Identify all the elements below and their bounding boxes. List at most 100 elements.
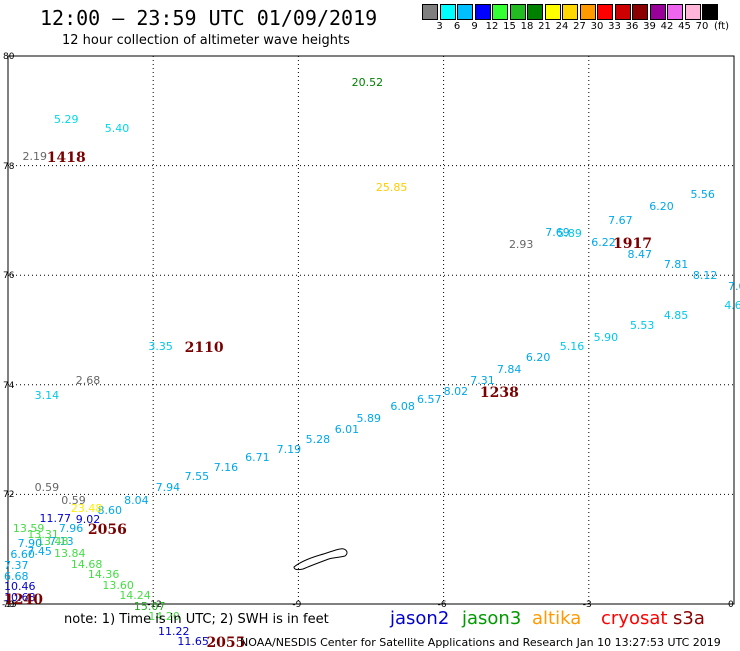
wave-height-value: 5.56	[690, 187, 715, 201]
wave-height-value: 5.28	[305, 433, 331, 447]
satellite-legend-s3a: s3a	[673, 608, 705, 629]
wave-height-value: 5.89	[356, 412, 381, 426]
y-tick-label: 76	[3, 271, 15, 282]
colorbar-unit: (ft)	[714, 21, 730, 32]
pass-time-label: 2055	[206, 634, 246, 651]
wave-height-value: 8.12	[692, 268, 718, 282]
wave-height-value: 6.20	[649, 200, 674, 214]
wave-height-value: 11.65	[177, 634, 209, 648]
wave-height-value: 7.67	[608, 213, 633, 227]
wave-height-value: 10.68	[4, 590, 36, 604]
wave-height-value: 7.37	[4, 559, 29, 573]
jan-mayen-coastline	[293, 548, 348, 571]
wave-height-value: 14.36	[87, 568, 120, 582]
x-tick-label: -9	[292, 600, 302, 610]
satellite-legend-cryosat: cryosat	[601, 608, 668, 629]
wave-height-value: 6.01	[334, 423, 360, 437]
wave-height-value: 6.57	[416, 392, 442, 406]
colorbar-label: 3	[436, 21, 443, 32]
wave-height-value: 6.71	[245, 451, 270, 465]
wave-height-value: 7.96	[58, 522, 84, 536]
wave-height-value: 25.85	[375, 181, 408, 195]
plot-frame	[7, 55, 735, 605]
wave-height-value: 4.85	[663, 308, 689, 322]
colorbar-swatch	[527, 4, 543, 20]
colorbar-label: 70	[695, 21, 709, 32]
colorbar-swatch	[492, 4, 508, 20]
wave-height-value: 6.20	[525, 350, 551, 364]
wave-height-value: 7.13	[49, 534, 74, 548]
wave-height-value: 9.02	[75, 513, 101, 527]
colorbar-label: 39	[643, 21, 656, 32]
wave-height-value: 5.29	[53, 112, 79, 126]
pass-time-label: 2056	[87, 522, 127, 539]
satellite-legend-jason2: jason2	[390, 608, 450, 629]
map-subtitle: 12 hour collection of altimeter wave hei…	[62, 33, 350, 48]
wave-height-value: 13.84	[53, 547, 86, 561]
wave-height-value: 7.81	[663, 257, 689, 271]
colorbar-swatch	[684, 4, 701, 20]
wave-height-value: 7.90	[17, 537, 43, 551]
wave-height-value: 6.08	[390, 400, 415, 414]
wave-height-value: 7.31	[470, 373, 495, 387]
pass-time-label: 1238	[479, 385, 519, 402]
colorbar-label: 24	[555, 21, 569, 32]
wave-height-value: 8.47	[627, 247, 653, 261]
pass-time-label: 1418	[46, 149, 86, 166]
colorbar-swatch	[544, 4, 561, 20]
colorbar-label: 30	[590, 21, 604, 32]
colorbar-label: 15	[503, 21, 516, 32]
colorbar-label: 21	[538, 21, 551, 32]
wave-height-value: 13.48	[37, 535, 69, 549]
y-tick-label: 78	[3, 161, 15, 172]
colorbar-swatch	[562, 4, 578, 20]
wave-height-value: 7.0	[728, 279, 740, 293]
colorbar-swatch	[509, 4, 526, 20]
colorbar-swatch	[457, 4, 473, 20]
colorbar-swatch	[439, 4, 456, 20]
map-title: 12:00 – 23:59 UTC 01/09/2019	[40, 6, 378, 30]
wave-height-value: 3.14	[34, 389, 60, 403]
wave-height-value: 14.20	[148, 610, 180, 624]
wave-height-value: 8.02	[443, 385, 469, 399]
x-tick-label: 0	[728, 600, 734, 610]
y-tick-label: 72	[3, 490, 15, 501]
pass-time-label: 1917	[613, 235, 652, 252]
y-tick-label: 70	[3, 600, 15, 610]
wave-height-value: 2.68	[75, 373, 101, 387]
lat-lon-grid	[8, 56, 734, 604]
wave-height-value: 0.59	[61, 494, 86, 508]
colorbar-swatch	[614, 4, 631, 20]
note-text: note: 1) Time is in UTC; 2) SWH is in fe…	[64, 612, 329, 627]
wave-height-value: 5.40	[104, 122, 130, 136]
wave-height-value: 14.24	[119, 589, 151, 603]
wave-height-value: 0.59	[34, 481, 60, 495]
wave-height-value: 7.16	[213, 460, 239, 474]
pass-time-label: 1240	[4, 592, 43, 609]
colorbar-swatch	[667, 4, 683, 20]
wave-height-value: 13.31	[27, 528, 59, 542]
x-tick-label: -15	[2, 600, 17, 610]
colorbar-swatch	[649, 4, 666, 20]
colorbar-swatch	[702, 4, 718, 20]
y-tick-label: 74	[3, 380, 15, 391]
colorbar-label: 36	[625, 21, 639, 32]
wave-height-value: 2.19	[22, 149, 48, 163]
wave-height-value: 11.77	[39, 512, 71, 526]
wave-height-value: 5.16	[559, 339, 585, 353]
wave-height-value: 13.60	[102, 578, 134, 592]
wave-height-value: 7.19	[276, 442, 302, 456]
wave-height-value: 20.52	[351, 75, 384, 89]
colorbar-label: 12	[485, 21, 499, 32]
wave-height-value: 6.60	[10, 548, 35, 562]
colorbar-label: 42	[660, 21, 674, 32]
wave-height-value: 7.45	[27, 545, 52, 559]
colorbar-swatch	[474, 4, 491, 20]
wave-height-value: 5.90	[593, 330, 619, 344]
wave-height-value: 7.69	[545, 225, 570, 239]
wave-height-value: 13.59	[12, 522, 45, 536]
y-tick-label: 80	[3, 52, 15, 62]
satellite-legend-jason3: jason3	[462, 608, 522, 629]
wave-height-value: 11.22	[158, 624, 190, 638]
